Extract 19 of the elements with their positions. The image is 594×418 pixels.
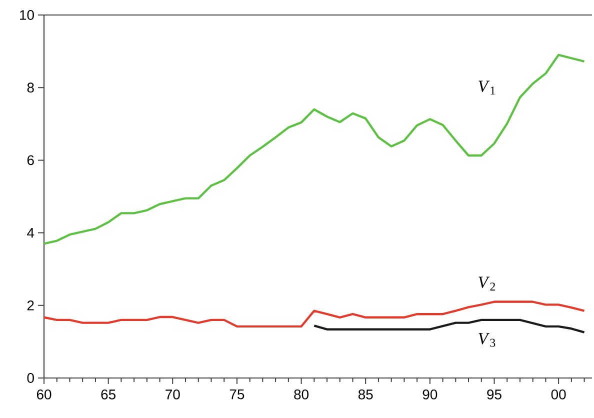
y-tick-label: 4 <box>27 228 34 238</box>
x-tick-label: 00 <box>551 390 566 400</box>
x-tick-label: 95 <box>487 390 502 400</box>
series-label: V$_{3}$ <box>478 332 496 347</box>
x-tick-label: 85 <box>358 390 373 400</box>
x-tick-label: 65 <box>101 390 116 400</box>
series-label: V$_{1}$ <box>478 80 495 94</box>
y-tick-label: 0 <box>27 373 34 383</box>
x-tick-label: 70 <box>166 390 180 400</box>
y-tick-label: 8 <box>27 82 34 93</box>
x-tick-label: 80 <box>294 390 308 400</box>
x-tick-label: 75 <box>230 390 244 400</box>
x-tick-label: 60 <box>36 390 52 400</box>
y-tick-label: 2 <box>27 300 34 310</box>
line-series <box>42 54 586 245</box>
series-label: V$_{2}$ <box>478 276 495 290</box>
y-tick-label: 6 <box>27 155 34 166</box>
y-tick-label: 10 <box>20 10 34 20</box>
x-tick-label: 90 <box>422 390 438 400</box>
